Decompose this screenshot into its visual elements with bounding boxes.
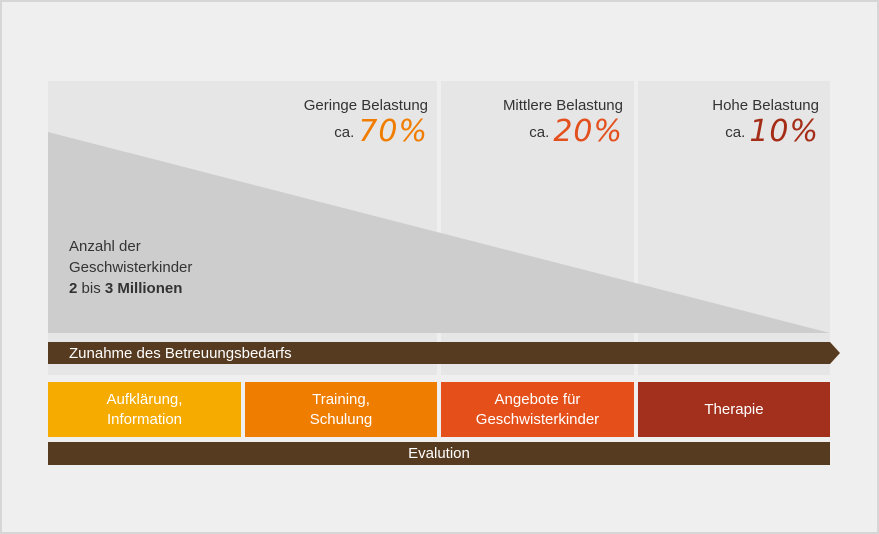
column-heading-high-title: Hohe Belastung (712, 97, 819, 114)
column-heading-medium-percent: 20% (553, 114, 623, 149)
column-heading-medium-prefix: ca. (529, 124, 550, 141)
sibling-count-min: 2 (69, 280, 78, 297)
care-need-arrow-shape (48, 342, 840, 364)
offer-box-sibling-offers: Angebote für Geschwisterkinder (441, 382, 634, 437)
sibling-count-line1: Anzahl der (69, 238, 141, 255)
sibling-count-max: 3 Millionen (104, 280, 183, 297)
sibling-count-value: 2 bis 3 Millionen (69, 278, 192, 299)
column-heading-medium-title: Mittlere Belastung (502, 97, 623, 114)
care-need-arrow-label: Zunahme des Betreuungsbedarfs (69, 345, 292, 362)
offer-box-information: Aufklärung, Information (48, 382, 241, 437)
sibling-count-line2: Geschwisterkinder (69, 259, 193, 276)
column-heading-medium: Mittlere Belastung ca. 20% (502, 96, 623, 149)
triangle-shape (48, 132, 830, 333)
column-heading-low-percent: 70% (358, 114, 428, 149)
evaluation-bar: Evalution (48, 442, 830, 465)
column-heading-low-prefix: ca. (334, 124, 355, 141)
evaluation-label: Evalution (408, 445, 470, 462)
column-heading-high-percent: 10% (749, 114, 819, 149)
offer-box-training: Training, Schulung (245, 382, 437, 437)
column-heading-high: Hohe Belastung ca. 10% (712, 96, 819, 149)
sibling-count-mid: bis (81, 280, 101, 297)
column-heading-high-prefix: ca. (725, 124, 746, 141)
column-heading-low: Geringe Belastung ca. 70% (303, 96, 428, 149)
column-heading-low-title: Geringe Belastung (303, 97, 428, 114)
sibling-count-label: Anzahl der Geschwisterkinder 2 bis 3 Mil… (69, 236, 192, 299)
offer-box-therapy: Therapie (638, 382, 830, 437)
